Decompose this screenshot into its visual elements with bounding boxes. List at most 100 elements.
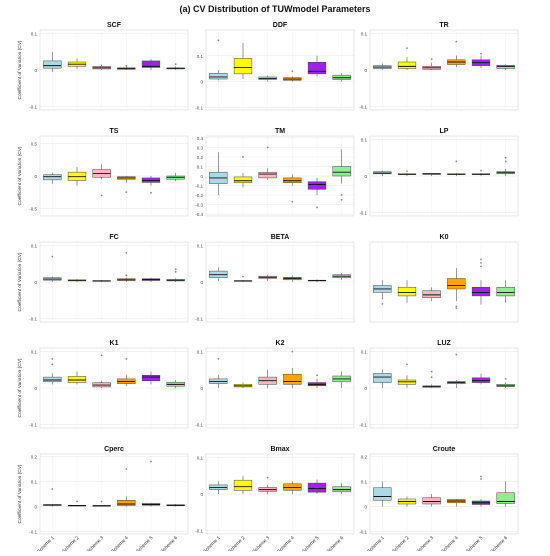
outlier-point [406, 363, 408, 366]
plot-area [369, 241, 519, 323]
y-tick-label: -0.1 [359, 530, 367, 535]
box-scheme-6 [496, 65, 515, 69]
panel-title: Cperc [104, 446, 124, 453]
outlier-point [125, 252, 128, 254]
panel-k1: K1 -0.1 0 0.1 Coefficient of Variation (CV) [17, 340, 189, 429]
box-scheme-6 [332, 166, 351, 177]
y-tick-label: -0.1 [29, 422, 37, 427]
outlier-point [174, 268, 177, 271]
x-tick-label: Scheme 4 [276, 535, 296, 551]
outlier-point [51, 255, 54, 258]
box-scheme-1 [43, 174, 62, 181]
panel-luz: LUZ -0.1 0 0.1 [359, 340, 519, 429]
box-scheme-2 [397, 286, 417, 297]
outlier-point [100, 194, 103, 197]
y-tick-label: 0 [200, 492, 203, 497]
y-tick-label: -0.1 [195, 422, 203, 427]
panel-title: TR [439, 22, 448, 29]
y-tick-label: -0.1 [29, 316, 37, 321]
x-tick-label: Scheme 6 [490, 535, 510, 551]
outlier-point [480, 265, 482, 268]
y-tick-label: 0 [34, 174, 37, 179]
y-tick-label: -0.1 [29, 104, 37, 109]
box-scheme-4 [447, 278, 466, 290]
panel-cperc: Cperc -0.1 0 0.1 0.2 Coefficient of Variation… [17, 446, 189, 555]
box-scheme-5 [471, 286, 491, 297]
box-scheme-2 [233, 176, 253, 183]
box-scheme-5 [471, 377, 491, 383]
outlier-point [266, 476, 269, 479]
box-scheme-4 [283, 373, 302, 385]
y-tick-label: -0.2 [195, 193, 203, 198]
outlier-point [430, 376, 433, 378]
y-tick-label: 0 [34, 68, 37, 73]
panel-k0: K0 [369, 234, 519, 323]
y-tick-label: -0.1 [359, 104, 367, 109]
box-scheme-6 [496, 492, 515, 504]
panel-fc: FC -0.1 0 0.1 Coefficient of Variation (CV) [17, 234, 189, 323]
outlier-point [480, 169, 482, 172]
box-scheme-2 [233, 479, 253, 491]
outlier-point [340, 194, 343, 196]
outlier-point [125, 468, 128, 470]
y-tick-label: 0.1 [31, 244, 38, 249]
panel-beta: BETA -0.1 0 0.1 [195, 234, 355, 323]
box-scheme-1 [373, 373, 392, 383]
outlier-point [174, 63, 177, 66]
panel-tm: TM -0.4 -0.3 -0.2 -0.1 0 0.1 0.2 0.3 0.4 [195, 128, 355, 217]
panel-title: TS [110, 128, 119, 135]
box-scheme-4 [117, 500, 136, 506]
y-tick-label: -0.1 [195, 316, 203, 321]
x-tick-label: Scheme 4 [110, 535, 130, 551]
y-axis-label: Coefficient of Variation (CV) [17, 358, 23, 417]
x-tick-label: Scheme 1 [36, 535, 56, 551]
y-axis-label: Coefficient of Variation (CV) [17, 146, 23, 205]
y-tick-label: -0.1 [29, 530, 37, 535]
outlier-point [340, 198, 343, 201]
outlier-point [51, 363, 54, 366]
panel-tr: TR -0.1 0 0.1 [359, 22, 519, 111]
outlier-point [217, 358, 220, 360]
outlier-point [100, 500, 103, 503]
outlier-point [504, 160, 507, 163]
y-tick-label: -0.1 [195, 528, 203, 533]
y-tick-label: 0.1 [197, 54, 204, 59]
x-tick-label: Scheme 2 [227, 535, 247, 551]
figure-title: (a) CV Distribution of TUWmodel Paramete… [179, 4, 370, 14]
x-tick-label: Scheme 5 [465, 535, 485, 551]
panel-title: SCF [107, 22, 122, 29]
box-scheme-6 [496, 286, 515, 297]
panel-title: Bmax [270, 446, 289, 453]
outlier-point [51, 358, 54, 360]
x-tick-label: Scheme 2 [61, 535, 81, 551]
outlier-point [455, 160, 458, 163]
outlier-point [480, 258, 482, 261]
outlier-point [76, 500, 78, 503]
outlier-point [125, 274, 128, 277]
y-tick-label: 0 [34, 280, 37, 285]
box-scheme-1 [43, 60, 62, 69]
y-tick-label: 0 [200, 280, 203, 285]
outlier-point [150, 191, 152, 194]
panel-scf: SCF -0.1 0 0.1 Coefficient of Variation (CV) [17, 22, 189, 111]
plot-area [205, 29, 355, 111]
outlier-point [504, 156, 507, 159]
box-scheme-5 [307, 482, 327, 493]
box-scheme-5 [141, 375, 161, 381]
outlier-point [217, 39, 220, 42]
panel-title: BETA [271, 234, 290, 241]
y-tick-label: 0 [364, 505, 367, 510]
y-tick-label: 0.2 [361, 455, 368, 460]
plot-area [39, 453, 189, 535]
outlier-point [406, 47, 408, 50]
box-scheme-1 [43, 376, 62, 383]
outlier-point [51, 488, 54, 490]
plot-area [369, 453, 519, 535]
box-scheme-3 [422, 497, 441, 505]
y-tick-label: 0.1 [31, 350, 38, 355]
y-axis-label: Coefficient of Variation (CV) [17, 40, 23, 99]
outlier-point [480, 475, 482, 478]
box-scheme-4 [283, 177, 302, 183]
